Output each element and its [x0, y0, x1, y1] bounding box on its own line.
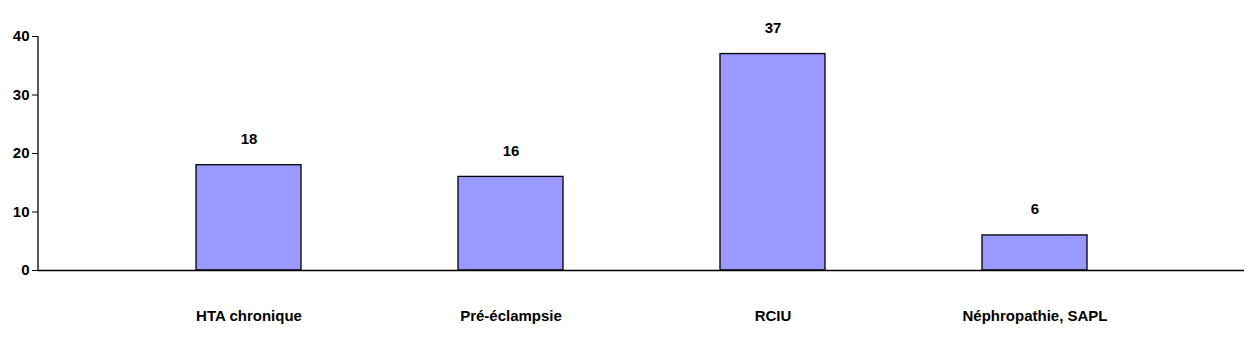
svg-text:0: 0 [21, 261, 29, 278]
svg-text:Pré-éclampsie: Pré-éclampsie [460, 307, 562, 324]
svg-text:37: 37 [765, 19, 782, 36]
svg-text:RCIU: RCIU [755, 307, 792, 324]
svg-text:HTA chronique: HTA chronique [196, 307, 302, 324]
svg-text:16: 16 [503, 142, 520, 159]
svg-text:18: 18 [241, 130, 258, 147]
svg-text:30: 30 [13, 86, 30, 103]
svg-text:Néphropathie, SAPL: Néphropathie, SAPL [962, 307, 1107, 324]
svg-text:10: 10 [13, 203, 30, 220]
svg-text:20: 20 [13, 144, 30, 161]
svg-text:40: 40 [13, 27, 30, 44]
svg-text:6: 6 [1031, 200, 1039, 217]
